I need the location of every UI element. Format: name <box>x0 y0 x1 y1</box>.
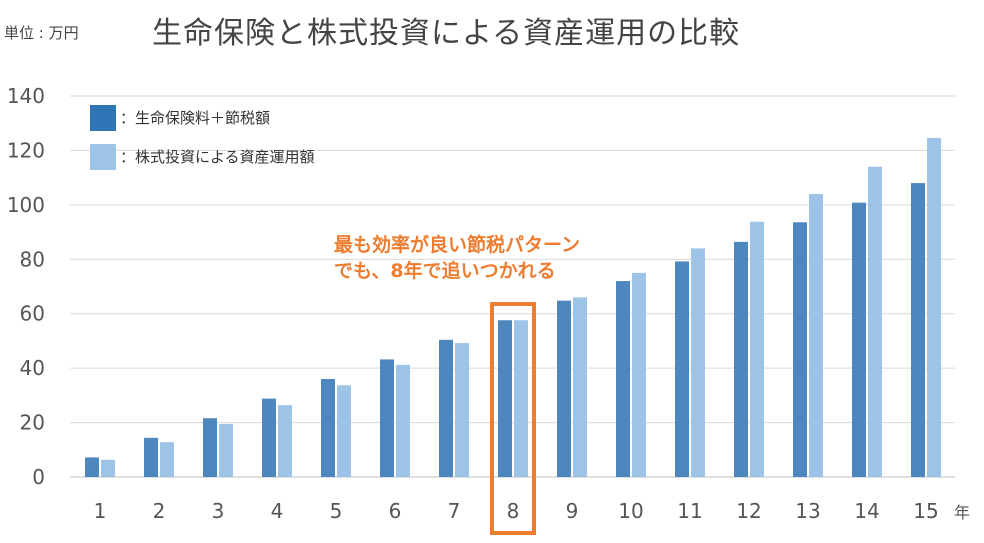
bar-investment <box>632 272 646 477</box>
legend-swatch <box>90 144 116 170</box>
y-tick-label: 40 <box>20 356 45 380</box>
bar-investment <box>691 248 705 477</box>
bar-investment <box>160 442 174 477</box>
highlight-box <box>490 302 536 535</box>
bar-insurance <box>321 379 335 477</box>
x-tick-label: 11 <box>677 499 702 523</box>
bars <box>85 137 941 478</box>
x-tick-label: 3 <box>212 499 225 523</box>
x-unit-label: 年 <box>954 503 970 522</box>
bar-insurance <box>616 281 630 477</box>
bar-investment <box>868 166 882 477</box>
y-tick-label: 120 <box>7 138 45 162</box>
x-tick-label: 8 <box>507 499 520 523</box>
chart-title: 生命保険と株式投資による資産運用の比較 <box>152 16 741 51</box>
bar-insurance <box>793 222 807 477</box>
x-tick-label: 1 <box>94 499 107 523</box>
legend-label: ：株式投資による資産運用額 <box>120 148 315 166</box>
legend-swatch <box>90 105 116 131</box>
bar-insurance <box>85 457 99 477</box>
y-axis-ticks: 0 20 40 60 80 100 120 140 <box>7 84 45 489</box>
y-tick-label: 0 <box>32 465 45 489</box>
legend-label: ：生命保険料＋節税額 <box>120 109 270 127</box>
bar-investment <box>101 459 115 477</box>
x-tick-label: 15 <box>913 499 938 523</box>
x-tick-label: 12 <box>736 499 761 523</box>
bar-investment <box>750 221 764 477</box>
x-tick-label: 4 <box>271 499 284 523</box>
bar-insurance <box>380 359 394 477</box>
y-tick-label: 60 <box>20 302 45 326</box>
bar-investment <box>573 297 587 477</box>
annotation-line: でも、8年で追いつかれる <box>334 259 556 282</box>
bar-insurance <box>498 320 512 477</box>
bar-investment <box>809 193 823 477</box>
bar-investment <box>514 320 528 477</box>
annotation-line: 最も効率が良い節税パターン <box>334 233 580 256</box>
gridlines <box>70 95 955 478</box>
unit-label: 単位 : 万円 <box>4 24 79 42</box>
x-tick-label: 7 <box>448 499 461 523</box>
bar-insurance <box>262 398 276 477</box>
bar-insurance <box>852 202 866 477</box>
bar-insurance <box>557 300 571 477</box>
y-tick-label: 140 <box>7 84 45 108</box>
bar-investment <box>396 364 410 477</box>
bar-insurance <box>144 437 158 477</box>
x-tick-label: 9 <box>566 499 579 523</box>
y-tick-label: 20 <box>20 411 45 435</box>
bar-investment <box>278 405 292 477</box>
x-axis-ticks: 1 2 3 4 5 6 7 8 9 10 11 12 13 14 15 年 <box>94 499 970 523</box>
y-tick-label: 100 <box>7 193 45 217</box>
bar-insurance <box>675 261 689 477</box>
x-tick-label: 2 <box>153 499 166 523</box>
bar-insurance <box>734 241 748 477</box>
bar-insurance <box>203 418 217 477</box>
y-tick-label: 80 <box>20 247 45 271</box>
bar-investment <box>337 385 351 477</box>
legend: ：生命保険料＋節税額 ：株式投資による資産運用額 <box>90 105 315 170</box>
x-tick-label: 5 <box>330 499 343 523</box>
x-tick-label: 14 <box>854 499 879 523</box>
bar-insurance <box>439 339 453 477</box>
highlight-group <box>490 302 536 535</box>
bar-investment <box>927 137 941 477</box>
bar-investment <box>219 423 233 477</box>
bar-investment <box>455 343 469 477</box>
bar-insurance <box>911 183 925 478</box>
x-tick-label: 6 <box>389 499 402 523</box>
x-tick-label: 10 <box>618 499 643 523</box>
x-tick-label: 13 <box>795 499 820 523</box>
